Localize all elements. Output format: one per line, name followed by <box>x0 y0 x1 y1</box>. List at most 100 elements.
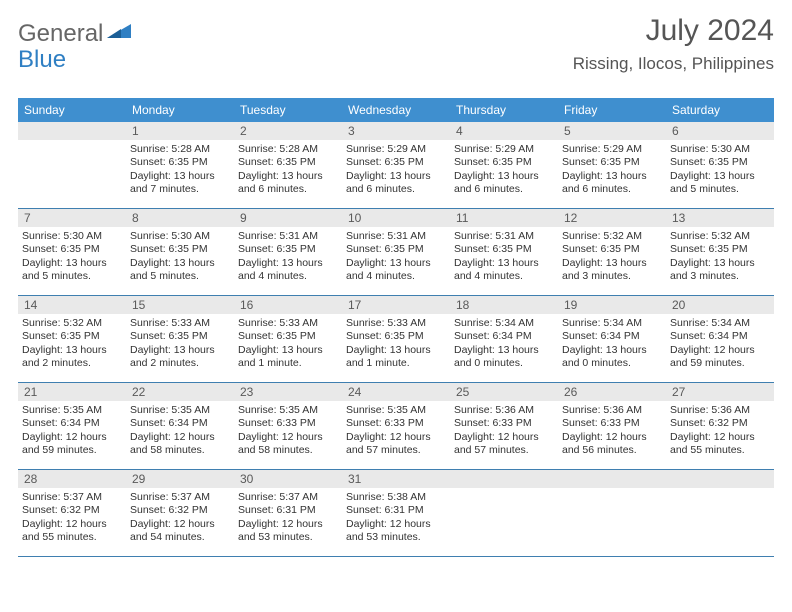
daylight-text: Daylight: 13 hours and 2 minutes. <box>22 344 122 371</box>
sunrise-text: Sunrise: 5:28 AM <box>130 143 230 156</box>
sunset-text: Sunset: 6:35 PM <box>130 156 230 169</box>
day-body: Sunrise: 5:33 AMSunset: 6:35 PMDaylight:… <box>342 314 450 375</box>
brand-logo-line2: Blue <box>18 46 66 74</box>
daylight-text: Daylight: 13 hours and 6 minutes. <box>346 170 446 197</box>
day-cell: 26Sunrise: 5:36 AMSunset: 6:33 PMDayligh… <box>558 383 666 469</box>
daylight-text: Daylight: 13 hours and 5 minutes. <box>670 170 770 197</box>
sunset-text: Sunset: 6:35 PM <box>238 156 338 169</box>
sunrise-text: Sunrise: 5:38 AM <box>346 491 446 504</box>
sunrise-text: Sunrise: 5:37 AM <box>130 491 230 504</box>
sunset-text: Sunset: 6:33 PM <box>562 417 662 430</box>
day-number: 21 <box>18 383 126 401</box>
day-body: Sunrise: 5:36 AMSunset: 6:32 PMDaylight:… <box>666 401 774 462</box>
title-block: July 2024 Rissing, Ilocos, Philippines <box>573 14 774 74</box>
daylight-text: Daylight: 13 hours and 4 minutes. <box>238 257 338 284</box>
day-number: 29 <box>126 470 234 488</box>
daylight-text: Daylight: 12 hours and 58 minutes. <box>130 431 230 458</box>
day-number: 31 <box>342 470 450 488</box>
day-body: Sunrise: 5:34 AMSunset: 6:34 PMDaylight:… <box>666 314 774 375</box>
day-number: 7 <box>18 209 126 227</box>
day-cell: 16Sunrise: 5:33 AMSunset: 6:35 PMDayligh… <box>234 296 342 382</box>
day-cell: 11Sunrise: 5:31 AMSunset: 6:35 PMDayligh… <box>450 209 558 295</box>
week-row: 28Sunrise: 5:37 AMSunset: 6:32 PMDayligh… <box>18 470 774 557</box>
day-body: Sunrise: 5:35 AMSunset: 6:34 PMDaylight:… <box>126 401 234 462</box>
day-cell <box>450 470 558 556</box>
day-cell: 21Sunrise: 5:35 AMSunset: 6:34 PMDayligh… <box>18 383 126 469</box>
day-number: 24 <box>342 383 450 401</box>
day-body: Sunrise: 5:35 AMSunset: 6:33 PMDaylight:… <box>234 401 342 462</box>
day-body: Sunrise: 5:37 AMSunset: 6:32 PMDaylight:… <box>18 488 126 549</box>
calendar-page: General July 2024 Rissing, Ilocos, Phili… <box>0 0 792 567</box>
daylight-text: Daylight: 13 hours and 0 minutes. <box>562 344 662 371</box>
daylight-text: Daylight: 13 hours and 6 minutes. <box>454 170 554 197</box>
day-number: 2 <box>234 122 342 140</box>
sunrise-text: Sunrise: 5:33 AM <box>130 317 230 330</box>
day-body: Sunrise: 5:31 AMSunset: 6:35 PMDaylight:… <box>450 227 558 288</box>
day-number: 14 <box>18 296 126 314</box>
logo-triangle-icon <box>107 17 131 45</box>
week-row: 7Sunrise: 5:30 AMSunset: 6:35 PMDaylight… <box>18 209 774 296</box>
sunset-text: Sunset: 6:32 PM <box>130 504 230 517</box>
day-number: 20 <box>666 296 774 314</box>
daylight-text: Daylight: 13 hours and 5 minutes. <box>130 257 230 284</box>
sunset-text: Sunset: 6:35 PM <box>22 330 122 343</box>
day-body: Sunrise: 5:30 AMSunset: 6:35 PMDaylight:… <box>18 227 126 288</box>
brand-logo: General <box>18 20 133 48</box>
sunset-text: Sunset: 6:33 PM <box>454 417 554 430</box>
daylight-text: Daylight: 12 hours and 58 minutes. <box>238 431 338 458</box>
daylight-text: Daylight: 12 hours and 55 minutes. <box>670 431 770 458</box>
day-number: 22 <box>126 383 234 401</box>
sunrise-text: Sunrise: 5:28 AM <box>238 143 338 156</box>
daylight-text: Daylight: 13 hours and 6 minutes. <box>562 170 662 197</box>
day-number: 6 <box>666 122 774 140</box>
week-row: 21Sunrise: 5:35 AMSunset: 6:34 PMDayligh… <box>18 383 774 470</box>
sunrise-text: Sunrise: 5:36 AM <box>670 404 770 417</box>
day-number <box>558 470 666 488</box>
day-cell: 7Sunrise: 5:30 AMSunset: 6:35 PMDaylight… <box>18 209 126 295</box>
day-body: Sunrise: 5:35 AMSunset: 6:33 PMDaylight:… <box>342 401 450 462</box>
sunrise-text: Sunrise: 5:29 AM <box>562 143 662 156</box>
sunset-text: Sunset: 6:35 PM <box>346 330 446 343</box>
day-body: Sunrise: 5:29 AMSunset: 6:35 PMDaylight:… <box>558 140 666 201</box>
daylight-text: Daylight: 12 hours and 59 minutes. <box>22 431 122 458</box>
sunrise-text: Sunrise: 5:29 AM <box>346 143 446 156</box>
header: General July 2024 Rissing, Ilocos, Phili… <box>18 14 774 74</box>
day-body: Sunrise: 5:36 AMSunset: 6:33 PMDaylight:… <box>450 401 558 462</box>
sunrise-text: Sunrise: 5:36 AM <box>562 404 662 417</box>
week-row: 14Sunrise: 5:32 AMSunset: 6:35 PMDayligh… <box>18 296 774 383</box>
sunrise-text: Sunrise: 5:32 AM <box>22 317 122 330</box>
day-cell: 9Sunrise: 5:31 AMSunset: 6:35 PMDaylight… <box>234 209 342 295</box>
day-cell: 1Sunrise: 5:28 AMSunset: 6:35 PMDaylight… <box>126 122 234 208</box>
sunset-text: Sunset: 6:33 PM <box>238 417 338 430</box>
day-cell: 12Sunrise: 5:32 AMSunset: 6:35 PMDayligh… <box>558 209 666 295</box>
sunrise-text: Sunrise: 5:33 AM <box>346 317 446 330</box>
day-number: 30 <box>234 470 342 488</box>
day-number: 11 <box>450 209 558 227</box>
sunset-text: Sunset: 6:35 PM <box>346 156 446 169</box>
weekday-header: Monday <box>126 98 234 122</box>
day-number <box>450 470 558 488</box>
day-number: 15 <box>126 296 234 314</box>
day-cell <box>558 470 666 556</box>
day-body: Sunrise: 5:34 AMSunset: 6:34 PMDaylight:… <box>558 314 666 375</box>
day-body: Sunrise: 5:29 AMSunset: 6:35 PMDaylight:… <box>450 140 558 201</box>
sunrise-text: Sunrise: 5:35 AM <box>346 404 446 417</box>
day-cell: 28Sunrise: 5:37 AMSunset: 6:32 PMDayligh… <box>18 470 126 556</box>
daylight-text: Daylight: 13 hours and 3 minutes. <box>562 257 662 284</box>
weekday-header: Saturday <box>666 98 774 122</box>
day-body: Sunrise: 5:32 AMSunset: 6:35 PMDaylight:… <box>666 227 774 288</box>
daylight-text: Daylight: 13 hours and 6 minutes. <box>238 170 338 197</box>
sunset-text: Sunset: 6:35 PM <box>130 243 230 256</box>
day-cell: 17Sunrise: 5:33 AMSunset: 6:35 PMDayligh… <box>342 296 450 382</box>
sunset-text: Sunset: 6:35 PM <box>454 243 554 256</box>
day-number: 19 <box>558 296 666 314</box>
sunrise-text: Sunrise: 5:33 AM <box>238 317 338 330</box>
day-number: 18 <box>450 296 558 314</box>
sunset-text: Sunset: 6:35 PM <box>454 156 554 169</box>
sunrise-text: Sunrise: 5:35 AM <box>238 404 338 417</box>
day-cell: 5Sunrise: 5:29 AMSunset: 6:35 PMDaylight… <box>558 122 666 208</box>
sunset-text: Sunset: 6:35 PM <box>670 243 770 256</box>
daylight-text: Daylight: 13 hours and 2 minutes. <box>130 344 230 371</box>
day-cell: 19Sunrise: 5:34 AMSunset: 6:34 PMDayligh… <box>558 296 666 382</box>
sunset-text: Sunset: 6:32 PM <box>22 504 122 517</box>
